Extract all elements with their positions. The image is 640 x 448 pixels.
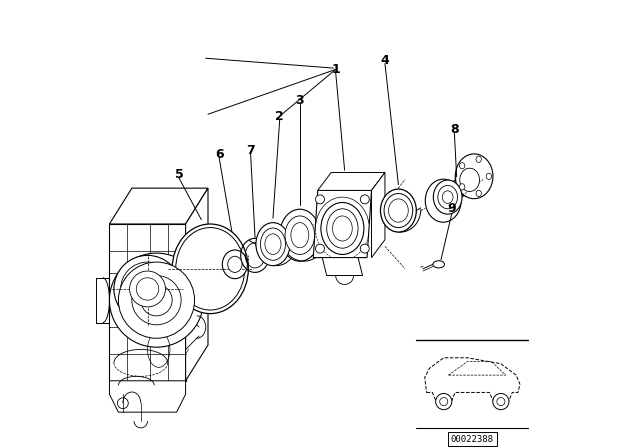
Ellipse shape [121, 262, 174, 316]
Ellipse shape [316, 195, 324, 204]
Ellipse shape [256, 223, 290, 266]
Ellipse shape [321, 202, 364, 254]
Text: 6: 6 [215, 148, 223, 161]
Ellipse shape [280, 209, 320, 261]
Text: 1: 1 [332, 63, 340, 76]
Ellipse shape [118, 262, 195, 338]
Polygon shape [318, 172, 385, 190]
Ellipse shape [433, 180, 462, 214]
Polygon shape [371, 172, 385, 258]
Text: 3: 3 [296, 94, 304, 108]
Ellipse shape [109, 253, 204, 347]
Ellipse shape [476, 156, 481, 162]
Polygon shape [109, 188, 208, 224]
Ellipse shape [291, 223, 309, 248]
Ellipse shape [172, 224, 248, 314]
Ellipse shape [380, 189, 417, 232]
Polygon shape [109, 224, 186, 381]
Polygon shape [314, 190, 371, 258]
Ellipse shape [130, 271, 165, 307]
Text: 7: 7 [246, 143, 255, 157]
Text: 8: 8 [450, 123, 459, 137]
Ellipse shape [460, 168, 479, 192]
Ellipse shape [316, 244, 324, 253]
Ellipse shape [141, 284, 172, 316]
Ellipse shape [436, 393, 452, 409]
Ellipse shape [360, 195, 369, 204]
Ellipse shape [442, 191, 453, 203]
Ellipse shape [438, 185, 458, 209]
Ellipse shape [425, 179, 461, 222]
Ellipse shape [114, 255, 181, 323]
Ellipse shape [260, 228, 285, 260]
Ellipse shape [384, 194, 413, 228]
Ellipse shape [265, 234, 281, 254]
Ellipse shape [433, 261, 445, 268]
Text: 00022388: 00022388 [451, 435, 494, 444]
Ellipse shape [460, 163, 465, 169]
Text: 9: 9 [448, 202, 456, 215]
Text: 4: 4 [381, 54, 389, 67]
Ellipse shape [285, 216, 315, 254]
Ellipse shape [132, 276, 181, 325]
Ellipse shape [360, 244, 369, 253]
Ellipse shape [222, 250, 248, 279]
Ellipse shape [486, 173, 492, 180]
Ellipse shape [476, 190, 481, 197]
Polygon shape [186, 188, 208, 381]
Ellipse shape [455, 163, 484, 197]
Polygon shape [109, 381, 186, 412]
Polygon shape [323, 258, 363, 276]
Ellipse shape [176, 228, 244, 310]
Ellipse shape [333, 216, 352, 241]
Ellipse shape [228, 256, 242, 272]
Ellipse shape [460, 184, 465, 190]
Ellipse shape [327, 209, 358, 248]
Text: 2: 2 [275, 110, 284, 123]
Ellipse shape [388, 199, 408, 222]
Text: 5: 5 [175, 168, 183, 181]
Ellipse shape [493, 393, 509, 409]
Ellipse shape [455, 154, 493, 199]
